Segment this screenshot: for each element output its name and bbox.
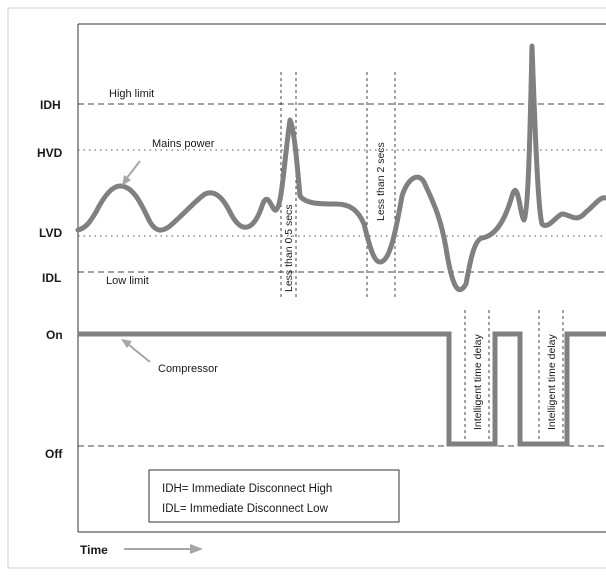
event-markers bbox=[280, 72, 564, 446]
compressor-label: Compressor bbox=[158, 363, 218, 375]
off-label: Off bbox=[45, 447, 63, 461]
legend-idl: IDL= Immediate Disconnect Low bbox=[162, 503, 329, 515]
idl-label: IDL bbox=[42, 271, 61, 285]
time-delay-label-1: Intelligent time delay bbox=[472, 334, 484, 430]
less-than-half-sec-label: Less than 0.5 secs bbox=[283, 204, 295, 292]
time-arrow bbox=[124, 544, 203, 554]
compressor-pointer bbox=[121, 339, 151, 363]
time-arrow-icon bbox=[190, 544, 203, 554]
compressor-waveform bbox=[78, 331, 606, 447]
legend-box: IDH= Immediate Disconnect High IDL= Imme… bbox=[148, 469, 400, 523]
time-label: Time bbox=[80, 543, 108, 557]
time-delay-label-2: Intelligent time delay bbox=[546, 334, 558, 430]
arrow-head-icon bbox=[122, 175, 131, 186]
high-limit-label: High limit bbox=[109, 88, 154, 100]
mains-power-label: Mains power bbox=[152, 138, 215, 150]
legend-idh: IDH= Immediate Disconnect High bbox=[162, 483, 332, 495]
hvd-label: HVD bbox=[37, 146, 63, 160]
idh-label: IDH bbox=[40, 98, 61, 112]
arrow-head-icon bbox=[121, 339, 132, 348]
mains-power-waveform bbox=[75, 43, 606, 292]
legend-border bbox=[148, 469, 400, 523]
low-limit-label: Low limit bbox=[106, 275, 149, 287]
lvd-label: LVD bbox=[39, 226, 62, 240]
less-than-two-secs-label: Less than 2 secs bbox=[375, 142, 387, 221]
mains-power-pointer bbox=[122, 160, 141, 186]
on-label: On bbox=[46, 328, 63, 342]
